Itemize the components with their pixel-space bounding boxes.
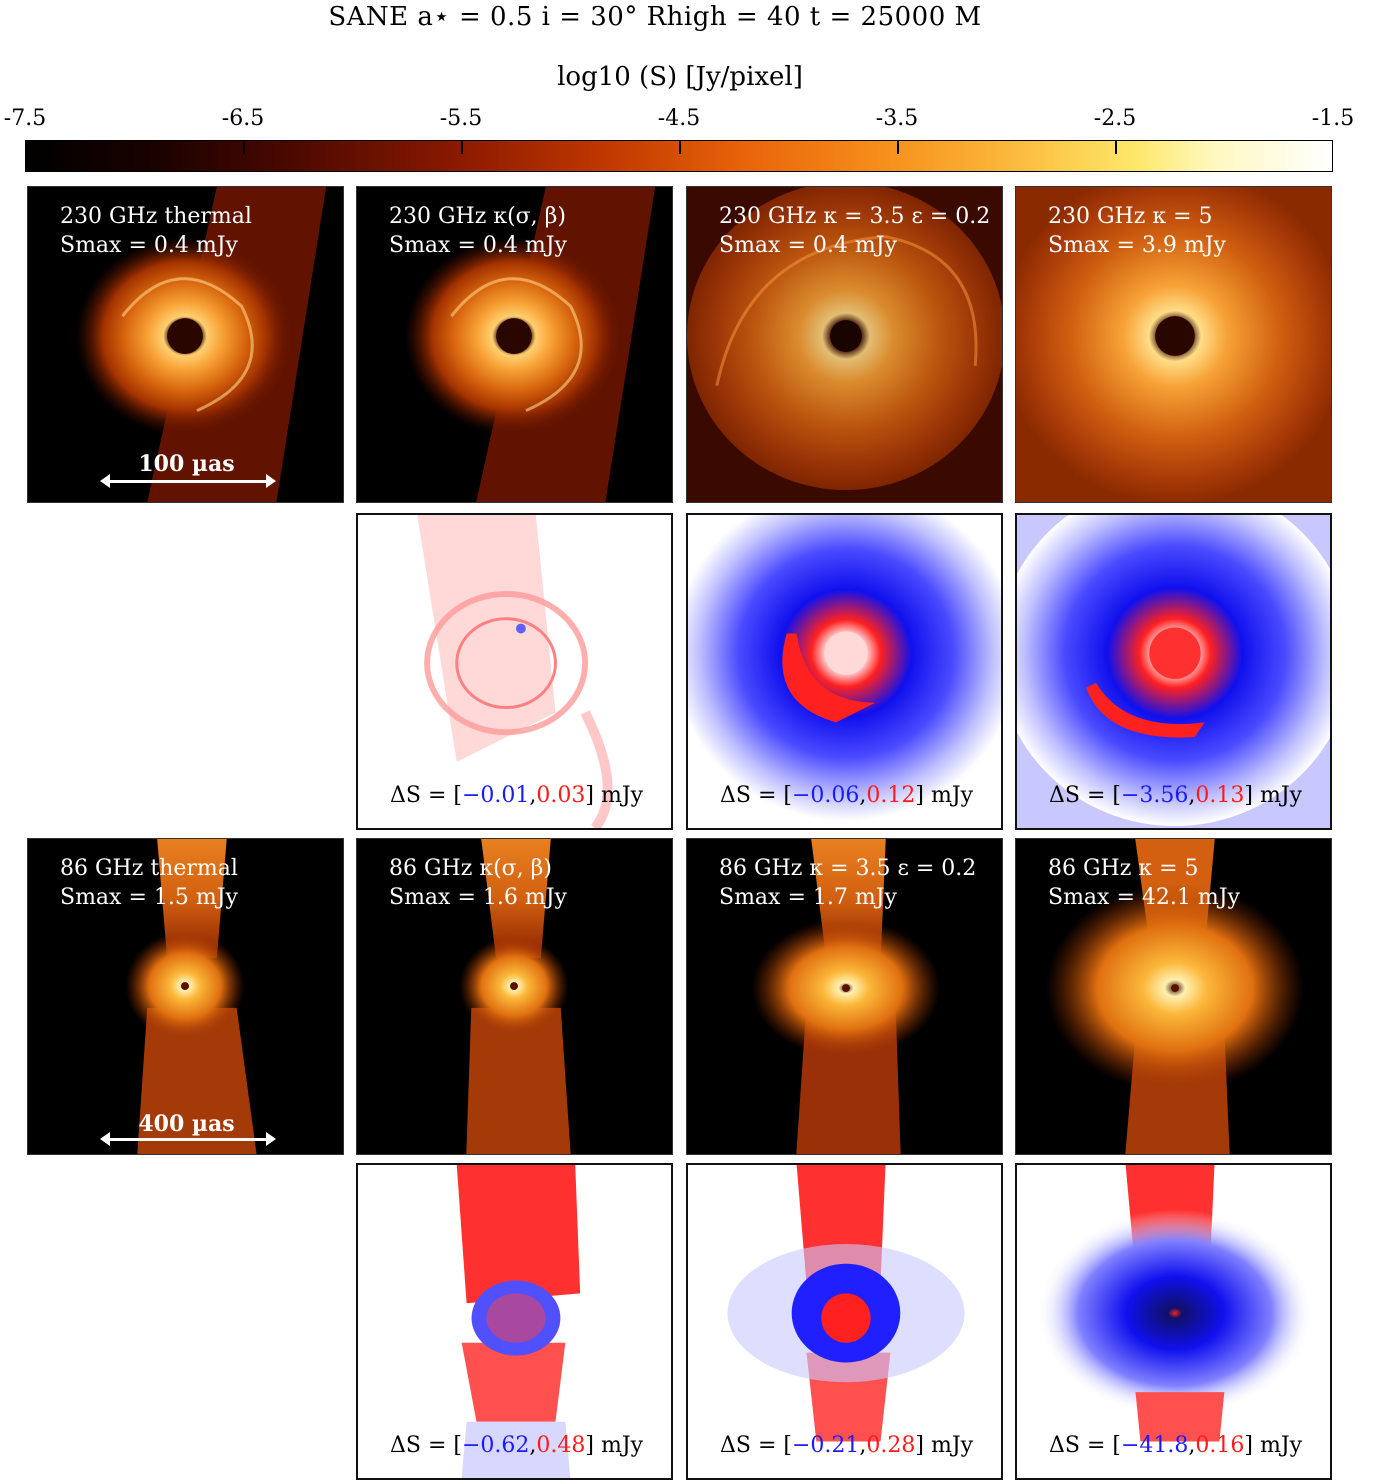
diff-range-label: ΔS = [−0.62,0.48] mJy <box>390 1433 644 1458</box>
panel-label-line1: 230 GHz thermal <box>60 204 252 229</box>
image-panel-86-kappa-sigma-beta: 86 GHz κ(σ, β) Smax = 1.6 mJy <box>356 838 673 1155</box>
scalebar-arrow <box>100 1132 276 1146</box>
colorbar-tick <box>243 140 245 154</box>
diff-range-label: ΔS = [−3.56,0.13] mJy <box>1049 783 1303 808</box>
colorbar-tick-label: -1.5 <box>1311 106 1355 131</box>
diff-range-label: ΔS = [−41.8,0.16] mJy <box>1049 1433 1303 1458</box>
diff-range-label: ΔS = [−0.21,0.28] mJy <box>720 1433 974 1458</box>
diff-max: 0.12 <box>866 783 916 808</box>
colorbar-tick <box>679 140 681 154</box>
panel-label-line1: 86 GHz κ(σ, β) <box>389 856 552 881</box>
colorbar <box>25 140 1333 172</box>
diff-panel-230-kappa-3.5: ΔS = [−0.06,0.12] mJy <box>686 513 1003 830</box>
colorbar-tick <box>461 140 463 154</box>
diff-panel-86-kappa-3.5: ΔS = [−0.21,0.28] mJy <box>686 1163 1003 1480</box>
scalebar-label: 400 µas <box>138 1111 235 1137</box>
colorbar-tick-label: -4.5 <box>657 106 701 131</box>
panel-label-line2: Smax = 0.4 mJy <box>389 233 567 258</box>
colorbar-tick <box>897 140 899 154</box>
diff-min: −0.01 <box>461 783 530 808</box>
colorbar-tick-label: -2.5 <box>1093 106 1137 131</box>
diff-range-label: ΔS = [−0.01,0.03] mJy <box>390 783 644 808</box>
colorbar-tick-label: -6.5 <box>221 106 265 131</box>
panel-label-line2: Smax = 1.7 mJy <box>719 885 897 910</box>
image-panel-230-kappa-3.5: 230 GHz κ = 3.5 ε = 0.2 Smax = 0.4 mJy <box>686 186 1003 503</box>
image-panel-230-thermal: 230 GHz thermal Smax = 0.4 mJy 100 µas <box>27 186 344 503</box>
panel-label-line2: Smax = 0.4 mJy <box>719 233 897 258</box>
diff-panel-86-kappa-sigma-beta: ΔS = [−0.62,0.48] mJy <box>356 1163 673 1480</box>
panel-label-line2: Smax = 1.6 mJy <box>389 885 567 910</box>
diff-min: −41.8 <box>1120 1433 1189 1458</box>
diff-max: 0.28 <box>866 1433 916 1458</box>
panel-label-line1: 230 GHz κ(σ, β) <box>389 204 566 229</box>
image-panel-230-kappa-5: 230 GHz κ = 5 Smax = 3.9 mJy <box>1015 186 1332 503</box>
panel-label-line1: 230 GHz κ = 5 <box>1048 204 1213 229</box>
diff-min: −0.06 <box>791 783 860 808</box>
colorbar-tick <box>1115 140 1117 154</box>
panel-label-line1: 86 GHz thermal <box>60 856 238 881</box>
panel-label-line2: Smax = 3.9 mJy <box>1048 233 1226 258</box>
image-panel-86-kappa-3.5: 86 GHz κ = 3.5 ε = 0.2 Smax = 1.7 mJy <box>686 838 1003 1155</box>
panel-label-line1: 86 GHz κ = 3.5 ε = 0.2 <box>719 856 977 881</box>
diff-max: 0.03 <box>536 783 586 808</box>
diff-panel-86-kappa-5: ΔS = [−41.8,0.16] mJy <box>1015 1163 1332 1480</box>
diff-min: −0.21 <box>791 1433 860 1458</box>
figure-title: SANE a⋆ = 0.5 i = 30° Rhigh = 40 t = 250… <box>328 2 982 32</box>
panel-label-line2: Smax = 0.4 mJy <box>60 233 238 258</box>
colorbar-label: log10 (S) [Jy/pixel] <box>557 62 803 92</box>
diff-min: −3.56 <box>1120 783 1189 808</box>
panel-label-line1: 86 GHz κ = 5 <box>1048 856 1199 881</box>
colorbar-tick-label: -7.5 <box>3 106 47 131</box>
scalebar-label: 100 µas <box>138 451 235 477</box>
image-panel-86-kappa-5: 86 GHz κ = 5 Smax = 42.1 mJy <box>1015 838 1332 1155</box>
diff-max: 0.48 <box>536 1433 586 1458</box>
diff-max: 0.16 <box>1195 1433 1245 1458</box>
diff-min: −0.62 <box>461 1433 530 1458</box>
colorbar-tick-label: -3.5 <box>875 106 919 131</box>
image-panel-230-kappa-sigma-beta: 230 GHz κ(σ, β) Smax = 0.4 mJy <box>356 186 673 503</box>
panel-label-line1: 230 GHz κ = 3.5 ε = 0.2 <box>719 204 991 229</box>
panel-label-line2: Smax = 1.5 mJy <box>60 885 238 910</box>
scalebar-arrow <box>100 474 276 488</box>
panel-label-line2: Smax = 42.1 mJy <box>1048 885 1240 910</box>
colorbar-tick-label: -5.5 <box>439 106 483 131</box>
image-panel-86-thermal: 86 GHz thermal Smax = 1.5 mJy 400 µas <box>27 838 344 1155</box>
diff-max: 0.13 <box>1195 783 1245 808</box>
diff-range-label: ΔS = [−0.06,0.12] mJy <box>720 783 974 808</box>
diff-panel-230-kappa-sigma-beta: ΔS = [−0.01,0.03] mJy <box>356 513 673 830</box>
diff-panel-230-kappa-5: ΔS = [−3.56,0.13] mJy <box>1015 513 1332 830</box>
